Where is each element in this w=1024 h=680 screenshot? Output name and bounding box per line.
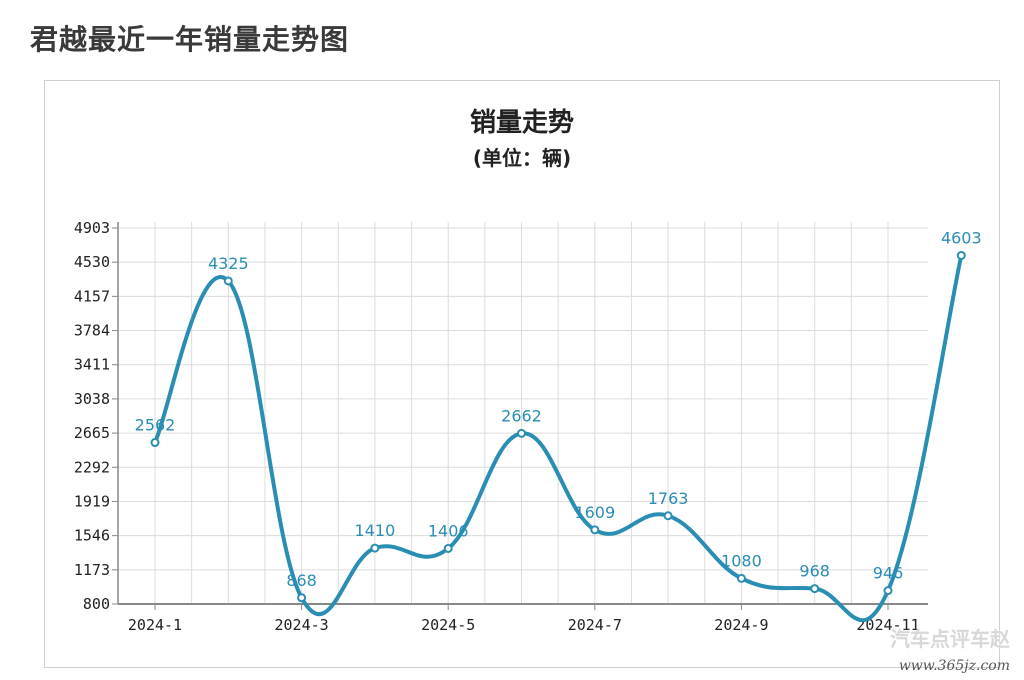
data-label: 1410: [355, 521, 396, 540]
data-point: [443, 543, 453, 553]
data-point: [810, 584, 820, 594]
y-tick-label: 3411: [74, 356, 110, 374]
data-label: 4325: [208, 254, 249, 273]
data-point: [663, 511, 673, 521]
data-point: [370, 543, 380, 553]
y-tick-label: 2665: [74, 424, 110, 442]
y-tick-label: 3038: [74, 390, 110, 408]
data-point: [297, 593, 307, 603]
data-label: 1763: [648, 489, 689, 508]
x-tick-label: 2024-5: [421, 616, 475, 634]
page-heading: 君越最近一年销量走势图: [30, 23, 350, 56]
chart-subtitle: (单位：辆): [472, 146, 572, 170]
x-tick-label: 2024-3: [275, 616, 329, 634]
data-point: [883, 586, 893, 596]
chart-title: 销量走势: [469, 108, 574, 138]
x-tick-label: 2024-11: [856, 616, 919, 634]
data-point: [736, 573, 746, 583]
data-point: [517, 428, 526, 438]
data-label: 4603: [941, 228, 982, 247]
y-tick-label: 1546: [74, 527, 110, 545]
data-label: 946: [873, 564, 904, 583]
y-tick-label: 3784: [74, 322, 110, 340]
x-tick-label: 2024-1: [128, 616, 182, 634]
y-tick-label: 4157: [74, 287, 110, 305]
watermark-brand: 汽车点评车赵: [890, 627, 1010, 651]
x-tick-label: 2024-7: [568, 616, 622, 634]
data-point: [223, 276, 233, 286]
data-label: 868: [286, 571, 317, 590]
data-label: 2662: [501, 406, 542, 425]
data-point: [150, 438, 160, 448]
y-tick-label: 4903: [74, 219, 110, 237]
data-label: 1080: [721, 551, 762, 570]
y-tick-label: 2292: [74, 458, 110, 476]
y-tick-label: 1919: [74, 492, 110, 510]
y-tick-label: 800: [83, 595, 110, 613]
data-label: 1609: [574, 503, 615, 522]
watermark-url: www.365jz.com: [898, 658, 1010, 674]
data-label: 1406: [428, 521, 469, 540]
data-point: [590, 525, 600, 535]
y-tick-label: 1173: [74, 561, 110, 579]
x-tick-label: 2024-9: [714, 616, 768, 634]
data-point: [956, 250, 966, 260]
y-tick-label: 4530: [74, 253, 110, 271]
data-label: 968: [799, 562, 830, 581]
data-label: 2562: [135, 416, 176, 435]
chart-frame: [44, 80, 1000, 668]
series-line: [153, 253, 964, 623]
